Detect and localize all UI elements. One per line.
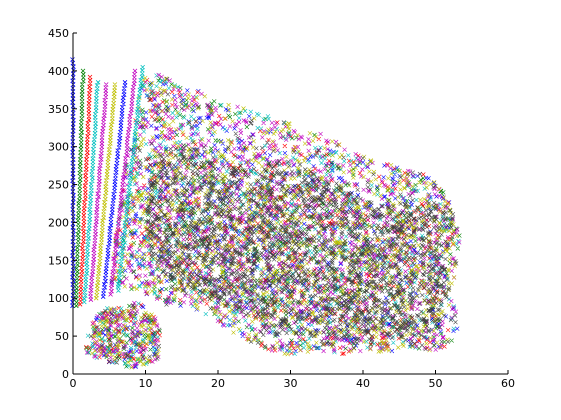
ray-series-3	[77, 74, 93, 307]
x-tick-label: 0	[70, 377, 77, 390]
x-tick-label: 40	[356, 377, 370, 390]
x-tick-label: 20	[211, 377, 225, 390]
ray-series-8	[108, 68, 138, 297]
ray-series-5	[88, 82, 109, 302]
y-tick-label: 200	[48, 216, 69, 229]
ray-series-6	[93, 82, 118, 301]
x-tick-label: 10	[139, 377, 153, 390]
ray-series-9	[115, 64, 145, 293]
x-tick-label: 30	[284, 377, 298, 390]
y-tick-label: 400	[48, 65, 69, 78]
ray-series-7	[100, 80, 128, 299]
axes: 0 10 20 30 40 50 60 0 50 100 150 200 250 300 350 400 450	[48, 27, 515, 390]
x-tick-label: 50	[429, 377, 443, 390]
y-tick-label: 450	[48, 27, 69, 40]
x-tick-label: 60	[501, 377, 515, 390]
y-tick-label: 0	[62, 368, 69, 381]
y-tick-label: 150	[48, 254, 69, 267]
y-tick-label: 50	[55, 330, 69, 343]
ray-series-4	[82, 80, 101, 305]
scatter-cloud	[83, 72, 462, 370]
ray-series-2	[73, 68, 86, 309]
y-tick-label: 350	[48, 103, 69, 116]
scatter-series-7	[88, 76, 459, 365]
y-tick-label: 100	[48, 292, 69, 305]
y-tick-label: 250	[48, 179, 69, 192]
y-tick-label: 300	[48, 141, 69, 154]
plot-area	[70, 57, 462, 370]
